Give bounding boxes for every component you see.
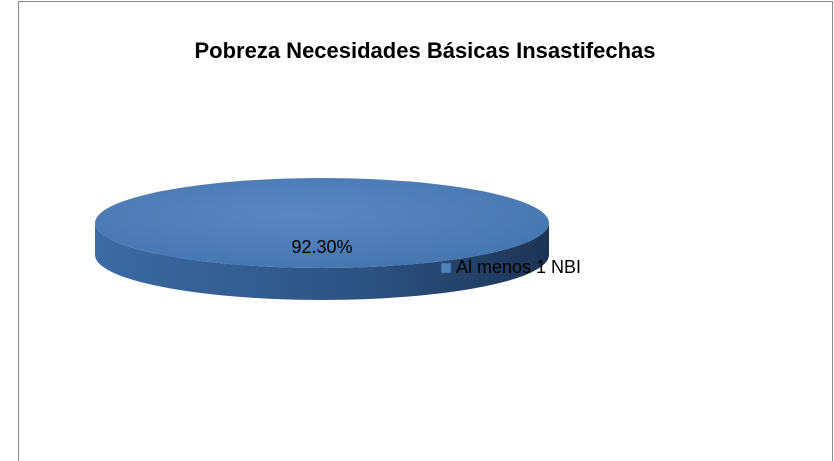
legend-swatch (440, 262, 452, 274)
data-label: 92.30% (291, 237, 352, 257)
slice-side (95, 223, 549, 300)
chart-border (18, 1, 833, 461)
legend-label: Al menos 1 NBI (456, 257, 581, 277)
slice (95, 178, 549, 268)
chart-title: Pobreza Necesidades Básicas Insastifecha… (194, 38, 655, 63)
